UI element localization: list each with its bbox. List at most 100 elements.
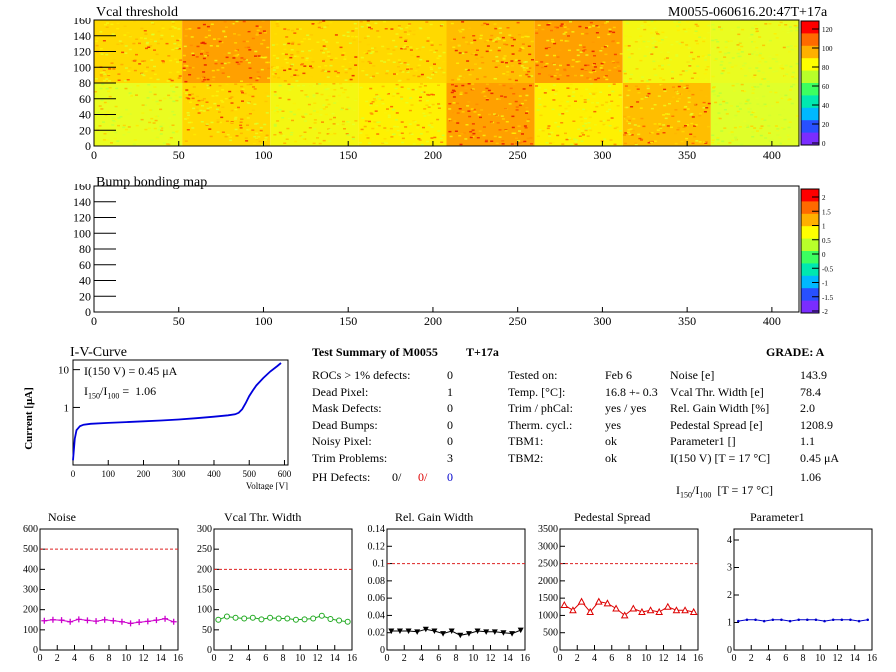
pixel-speck xyxy=(665,113,668,115)
pixel-speck xyxy=(438,44,442,46)
pixel-speck xyxy=(520,65,524,67)
pixel-speck xyxy=(588,78,592,80)
pixel-speck xyxy=(185,28,188,31)
pixel-speck xyxy=(768,23,772,25)
pixel-speck xyxy=(576,49,580,51)
pixel-speck xyxy=(354,120,358,122)
pixel-speck xyxy=(256,77,260,79)
pixel-speck xyxy=(195,104,199,106)
pixel-speck xyxy=(784,24,788,26)
pixel-speck xyxy=(650,20,654,22)
pixel-speck xyxy=(256,32,259,34)
x-tick-label: 200 xyxy=(424,148,442,160)
pixel-speck xyxy=(233,33,236,35)
pixel-speck xyxy=(325,24,329,27)
pixel-speck xyxy=(431,96,435,98)
pixel-speck xyxy=(538,97,541,100)
pixel-speck xyxy=(365,100,369,103)
data-point xyxy=(457,632,464,639)
pixel-speck xyxy=(464,41,468,43)
pixel-speck xyxy=(646,85,650,87)
pixel-speck xyxy=(234,128,238,131)
pixel-speck xyxy=(766,80,770,83)
pixel-speck xyxy=(619,53,623,55)
pixel-speck xyxy=(704,78,708,81)
pixel-speck xyxy=(494,41,498,43)
y-tick-label: 500 xyxy=(23,544,38,555)
pixel-speck xyxy=(467,83,471,85)
pixel-speck xyxy=(548,74,552,76)
pixel-speck xyxy=(592,93,596,95)
pixel-speck xyxy=(346,31,350,33)
pixel-speck xyxy=(339,46,343,49)
pixel-speck xyxy=(154,40,157,43)
pixel-speck xyxy=(485,99,489,101)
pixel-speck xyxy=(730,66,734,68)
pixel-speck xyxy=(158,99,162,102)
pixel-speck xyxy=(683,108,687,111)
pixel-speck xyxy=(449,135,453,138)
pixel-speck xyxy=(631,129,635,132)
pixel-speck xyxy=(442,71,446,74)
x-tick-label: 400 xyxy=(763,148,781,160)
pixel-speck xyxy=(637,92,641,94)
pixel-speck xyxy=(146,66,149,69)
pixel-speck xyxy=(220,116,224,119)
pixel-speck xyxy=(498,83,502,86)
pixel-speck xyxy=(390,105,394,108)
pixel-speck xyxy=(386,130,390,132)
pixel-speck xyxy=(580,132,584,134)
pixel-speck xyxy=(313,119,317,121)
pixel-speck xyxy=(687,61,691,63)
pixel-speck xyxy=(248,94,252,96)
pixel-speck xyxy=(453,112,457,114)
scale-tick-label: 40 xyxy=(822,102,830,110)
pixel-speck xyxy=(255,25,259,27)
pixel-speck xyxy=(408,30,412,32)
pixel-speck xyxy=(566,75,570,77)
pixel-speck xyxy=(486,23,490,26)
pixel-speck xyxy=(283,142,287,144)
pixel-speck xyxy=(168,117,172,119)
pixel-speck xyxy=(755,28,759,30)
pixel-speck xyxy=(689,114,693,116)
pixel-speck xyxy=(600,62,604,65)
pixel-speck xyxy=(290,86,294,88)
pixel-speck xyxy=(159,125,163,128)
pixel-speck xyxy=(367,50,371,52)
pixel-speck xyxy=(718,96,722,98)
pixel-speck xyxy=(376,133,380,135)
y-tick-label: 60 xyxy=(79,258,91,272)
pixel-speck xyxy=(122,126,126,129)
pixel-speck xyxy=(484,140,488,143)
pixel-speck xyxy=(702,40,706,43)
pixel-speck xyxy=(674,142,678,145)
pixel-speck xyxy=(563,26,567,28)
pixel-speck xyxy=(419,133,423,135)
pixel-speck xyxy=(182,90,186,92)
pixel-speck xyxy=(527,45,531,47)
pixel-speck xyxy=(387,59,391,61)
pixel-speck xyxy=(371,127,375,130)
pixel-speck xyxy=(608,85,611,87)
parameter-row-value: 0.45 μA xyxy=(800,450,840,465)
scale-tick-label: 0.5 xyxy=(822,237,831,245)
pixel-speck xyxy=(519,48,523,50)
pixel-speck xyxy=(501,36,505,39)
pixel-speck xyxy=(640,138,644,140)
pixel-speck xyxy=(790,85,793,88)
pixel-speck xyxy=(467,101,471,103)
roc-block xyxy=(710,83,799,146)
pixel-speck xyxy=(726,40,730,43)
pixel-speck xyxy=(784,94,788,97)
pixel-speck xyxy=(772,70,776,73)
pixel-speck xyxy=(316,137,319,139)
pixel-speck xyxy=(246,117,250,119)
pixel-speck xyxy=(224,35,227,38)
pixel-speck xyxy=(498,136,502,138)
pixel-speck xyxy=(177,48,181,50)
pixel-speck xyxy=(248,67,252,69)
pixel-speck xyxy=(418,27,422,29)
